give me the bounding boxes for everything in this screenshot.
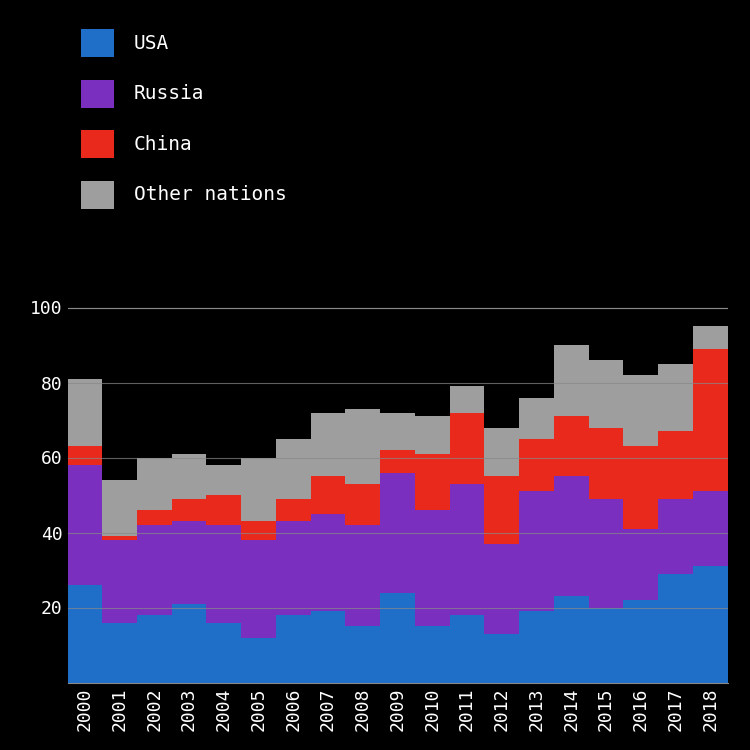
Bar bbox=[137, 510, 172, 525]
Bar bbox=[693, 326, 728, 349]
Bar bbox=[554, 345, 589, 416]
Bar bbox=[484, 634, 519, 682]
Bar bbox=[519, 398, 554, 439]
Bar bbox=[380, 472, 415, 592]
Text: China: China bbox=[134, 135, 192, 154]
Bar bbox=[415, 454, 449, 510]
Bar bbox=[172, 604, 206, 682]
FancyBboxPatch shape bbox=[81, 130, 114, 158]
Bar bbox=[276, 521, 310, 615]
Bar bbox=[102, 480, 137, 536]
Bar bbox=[276, 439, 310, 499]
FancyBboxPatch shape bbox=[81, 29, 114, 57]
Bar bbox=[415, 416, 449, 454]
Bar bbox=[276, 615, 310, 682]
Bar bbox=[68, 379, 102, 446]
Bar bbox=[310, 476, 346, 514]
Bar bbox=[276, 499, 310, 521]
Bar bbox=[519, 491, 554, 611]
FancyBboxPatch shape bbox=[81, 80, 114, 108]
Bar bbox=[172, 521, 206, 604]
Bar bbox=[102, 536, 137, 540]
Bar bbox=[380, 413, 415, 450]
Bar bbox=[310, 413, 346, 476]
Bar bbox=[137, 615, 172, 682]
Bar bbox=[242, 638, 276, 682]
Bar bbox=[206, 465, 242, 495]
Bar bbox=[484, 544, 519, 634]
Bar bbox=[519, 439, 554, 491]
Bar bbox=[68, 465, 102, 585]
Bar bbox=[380, 592, 415, 682]
Bar bbox=[242, 540, 276, 638]
Bar bbox=[68, 446, 102, 465]
Bar bbox=[310, 514, 346, 611]
Bar bbox=[415, 510, 449, 626]
Bar bbox=[346, 525, 380, 626]
Bar bbox=[658, 574, 693, 682]
Bar bbox=[554, 416, 589, 476]
Bar bbox=[449, 413, 484, 484]
Bar bbox=[693, 349, 728, 491]
Bar bbox=[242, 458, 276, 521]
Text: USA: USA bbox=[134, 34, 169, 53]
Bar bbox=[380, 450, 415, 472]
Bar bbox=[623, 446, 658, 529]
Bar bbox=[623, 375, 658, 446]
Text: Other nations: Other nations bbox=[134, 185, 286, 205]
Bar bbox=[519, 611, 554, 682]
Bar bbox=[449, 615, 484, 682]
Bar bbox=[346, 626, 380, 682]
Bar bbox=[554, 596, 589, 682]
Bar bbox=[484, 427, 519, 476]
Bar bbox=[623, 600, 658, 682]
Bar bbox=[137, 525, 172, 615]
Bar bbox=[102, 540, 137, 622]
Bar bbox=[658, 364, 693, 431]
Bar bbox=[206, 525, 242, 622]
Bar bbox=[68, 585, 102, 682]
Bar bbox=[589, 427, 623, 499]
Bar bbox=[137, 458, 172, 510]
Bar bbox=[310, 611, 346, 682]
Bar bbox=[693, 566, 728, 682]
Bar bbox=[172, 454, 206, 499]
Bar bbox=[589, 499, 623, 608]
Bar bbox=[415, 626, 449, 682]
Bar bbox=[554, 476, 589, 596]
Bar bbox=[693, 491, 728, 566]
FancyBboxPatch shape bbox=[81, 181, 114, 209]
Bar bbox=[346, 409, 380, 484]
Bar bbox=[206, 622, 242, 682]
Bar bbox=[623, 529, 658, 600]
Bar bbox=[449, 386, 484, 412]
Bar bbox=[172, 499, 206, 521]
Bar bbox=[589, 360, 623, 428]
Bar bbox=[242, 521, 276, 540]
Text: Russia: Russia bbox=[134, 84, 204, 104]
Bar bbox=[206, 495, 242, 525]
Bar bbox=[346, 484, 380, 525]
Bar bbox=[449, 484, 484, 615]
Bar bbox=[102, 622, 137, 682]
Bar bbox=[658, 499, 693, 574]
Bar bbox=[484, 476, 519, 544]
Bar bbox=[589, 608, 623, 682]
Bar bbox=[658, 431, 693, 499]
